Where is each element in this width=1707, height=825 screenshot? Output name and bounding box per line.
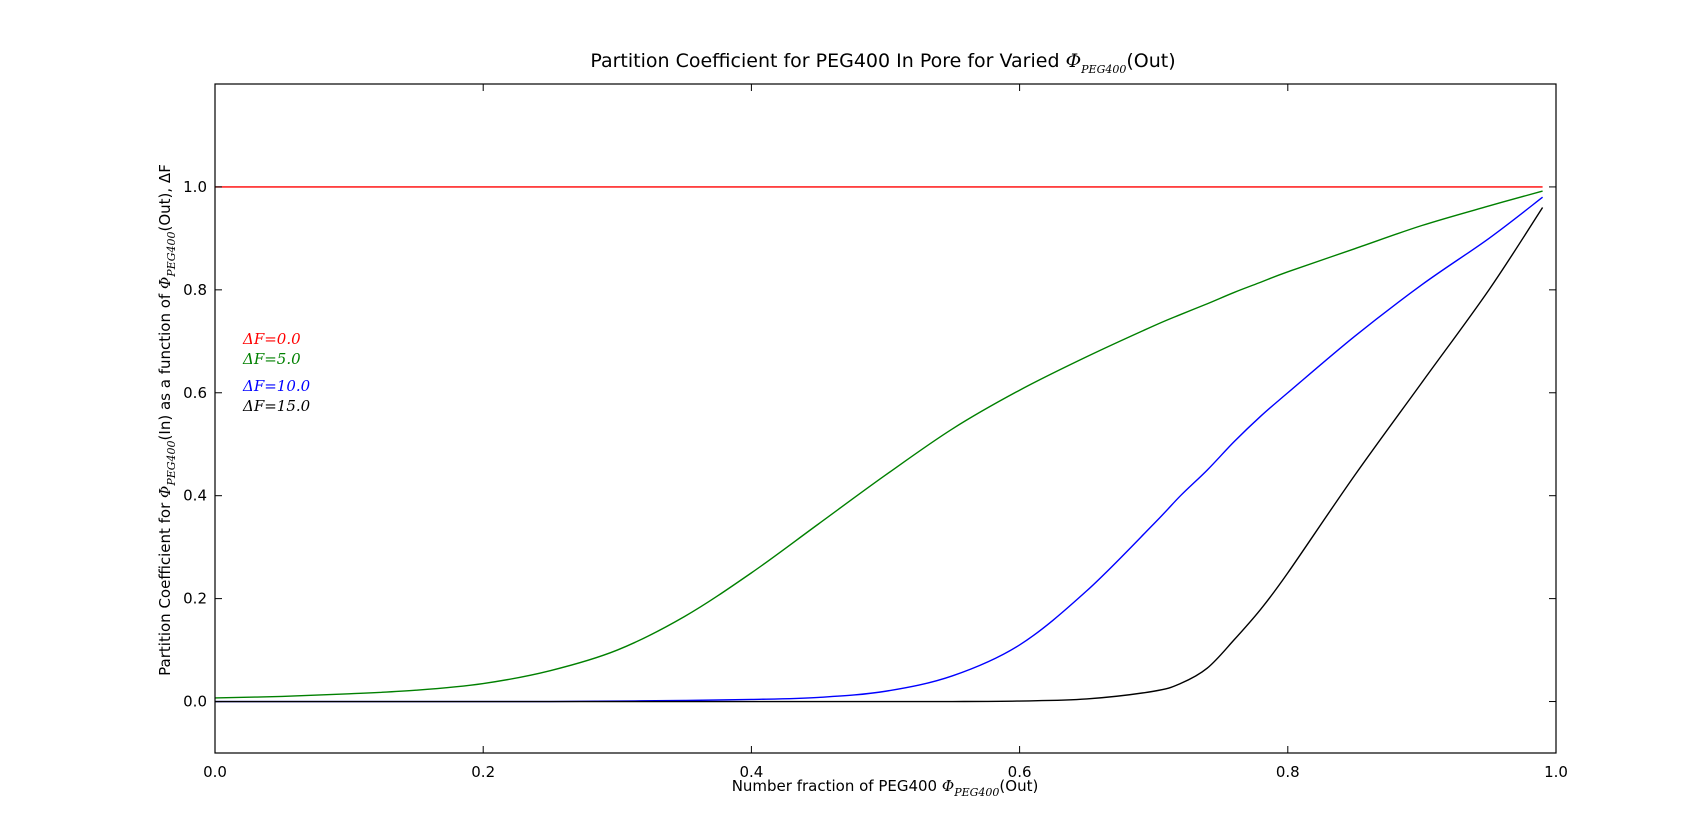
x-tick-label: 0.8 (1276, 763, 1300, 781)
legend: ΔF=0.0 ΔF=5.0 ΔF=10.0 ΔF=15.0 (242, 330, 311, 415)
chart-title: Partition Coefficient for PEG400 In Pore… (590, 50, 1175, 76)
legend-entry-0: ΔF=0.0 (242, 330, 301, 348)
y-axis-label-sub1: PEG400 (165, 440, 178, 486)
legend-entry-2: ΔF=10.0 (242, 377, 311, 395)
y-tick-label: 1.0 (183, 178, 207, 196)
chart-title-subscript: PEG400 (1080, 63, 1126, 76)
x-tick-label: 0.6 (1008, 763, 1032, 781)
y-axis-label: Partition Coefficient for ΦPEG400(In) as… (156, 164, 178, 676)
y-tick-label: 0.0 (183, 693, 207, 711)
plot-area: 0.0 0.2 0.4 0.6 0.8 1.0 0.0 0.2 0.4 0.6 0.8 1.0 (183, 83, 1568, 781)
x-axis-label-prefix: Number fraction of PEG400 (732, 777, 942, 795)
plot-frame (214, 83, 1557, 754)
y-tick-label: 0.8 (183, 281, 207, 299)
y-axis: 0.0 0.2 0.4 0.6 0.8 1.0 (183, 178, 1556, 711)
x-axis-label-phi: Φ (942, 777, 954, 795)
y-tick-label: 0.4 (183, 487, 207, 505)
y-axis-label-phi1: Φ (156, 486, 174, 498)
y-axis-label-phi2: Φ (156, 277, 174, 289)
y-axis-label-part1: Partition Coefficient for (156, 498, 174, 676)
x-axis-label-suffix: (Out) (999, 777, 1038, 795)
y-tick-label: 0.2 (183, 590, 207, 608)
x-axis-label: Number fraction of PEG400 ΦPEG400(Out) (732, 777, 1039, 799)
x-axis-label-subscript: PEG400 (953, 786, 999, 799)
x-tick-label: 0.4 (739, 763, 763, 781)
y-tick-label: 0.6 (183, 384, 207, 402)
series-line-1 (215, 190, 1543, 699)
series-layer (215, 186, 1544, 703)
y-axis-label-part2: (In) as a function of (156, 289, 174, 440)
x-axis: 0.0 0.2 0.4 0.6 0.8 1.0 (203, 84, 1568, 781)
x-tick-label: 0.2 (471, 763, 495, 781)
chart-title-suffix: (Out) (1126, 50, 1175, 72)
y-axis-label-part3: (Out), ΔF (156, 164, 174, 231)
series-line-3 (215, 207, 1544, 703)
legend-entry-1: ΔF=5.0 (242, 350, 301, 368)
chart-title-prefix: Partition Coefficient for PEG400 In Pore… (590, 50, 1065, 72)
chart-title-phi: Φ (1066, 50, 1082, 72)
y-axis-label-sub2: PEG400 (165, 232, 178, 278)
x-tick-label: 1.0 (1544, 763, 1568, 781)
legend-entry-3: ΔF=15.0 (242, 397, 311, 415)
x-tick-label: 0.0 (203, 763, 227, 781)
